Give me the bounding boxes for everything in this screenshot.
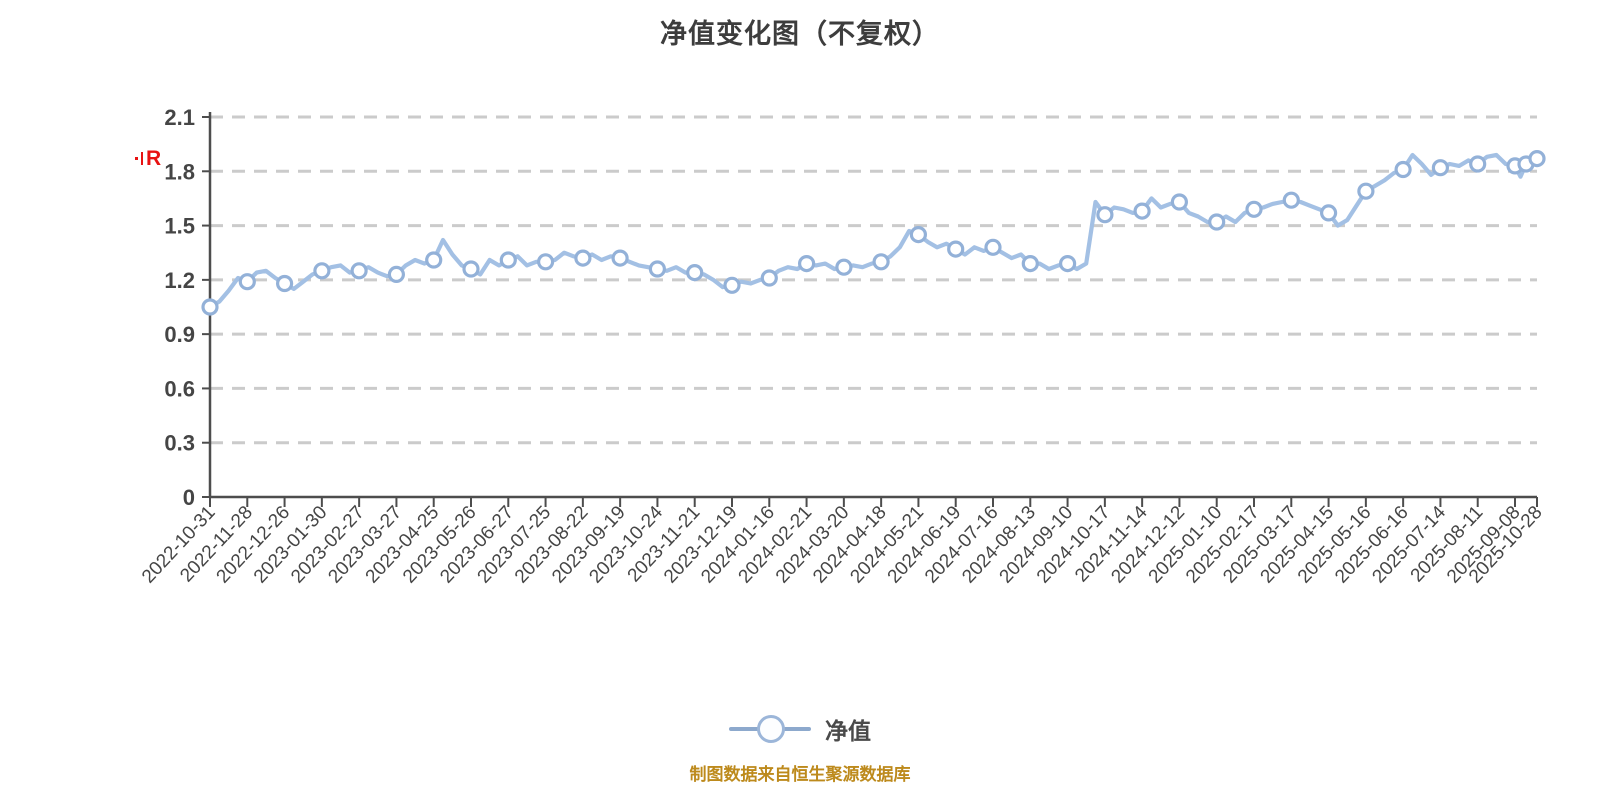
nav-point-marker [1133, 202, 1151, 220]
y-tick-label: 1.5 [164, 214, 195, 239]
nav-point-marker [462, 260, 480, 278]
nav-point-marker [723, 276, 741, 294]
nav-point-marker [835, 258, 853, 276]
nav-point-marker [499, 251, 517, 269]
nav-line [207, 152, 1540, 310]
y-tick-label: 1.8 [164, 159, 195, 184]
nav-point-marker [1096, 206, 1114, 224]
nav-point-marker [611, 249, 629, 267]
nav-point-marker [276, 274, 294, 293]
nav-point-marker [1528, 150, 1546, 168]
nav-point-marker [1021, 255, 1039, 273]
nav-point-marker [1319, 204, 1338, 222]
r-marker-bar-icon [141, 152, 143, 165]
chart-legend: 净值 [0, 712, 1600, 746]
nav-point-marker [1208, 213, 1226, 231]
y-tick-label: 0.9 [164, 322, 195, 347]
nav-point-marker [1058, 255, 1077, 273]
nav-point-marker [201, 298, 219, 316]
nav-point-marker [387, 265, 405, 283]
r-event-marker: R [135, 148, 161, 169]
nav-point-marker [1469, 155, 1487, 173]
nav-point-marker [1245, 200, 1263, 218]
nav-point-marker [686, 264, 704, 282]
nav-point-marker [536, 253, 555, 271]
nav-point-marker [1431, 159, 1450, 177]
nav-point-marker [984, 238, 1002, 256]
nav-point-marker [797, 255, 816, 273]
nav-point-marker [909, 226, 928, 244]
legend-circle-marker-icon [757, 715, 785, 743]
r-marker-letter: R [146, 147, 162, 170]
nav-point-marker [760, 269, 778, 287]
nav-point-marker [313, 262, 331, 280]
nav-point-marker [350, 262, 368, 280]
nav-point-marker [1282, 191, 1300, 209]
nav-point-marker [238, 273, 256, 291]
nav-point-marker [947, 240, 965, 258]
y-tick-label: 1.2 [164, 268, 195, 293]
chart-title: 净值变化图（不复权） [660, 19, 940, 49]
nav-point-marker [425, 251, 443, 269]
y-tick-label: 0 [183, 485, 195, 510]
y-tick-label: 0.6 [164, 376, 195, 401]
y-tick-label: 0.3 [164, 431, 195, 456]
legend-series-label: 净值 [825, 718, 871, 744]
nav-point-marker [872, 253, 890, 271]
nav-point-marker [1394, 160, 1412, 179]
y-tick-label: 2.1 [164, 105, 195, 130]
nav-point-marker [1170, 193, 1189, 211]
r-marker-dot-icon [135, 157, 138, 160]
nav-point-marker [1357, 182, 1375, 200]
nav-point-marker [648, 260, 667, 278]
data-source-note: 制图数据来自恒生聚源数据库 [689, 765, 911, 784]
legend-series-glyph [729, 714, 811, 744]
nav-point-marker [574, 249, 592, 267]
